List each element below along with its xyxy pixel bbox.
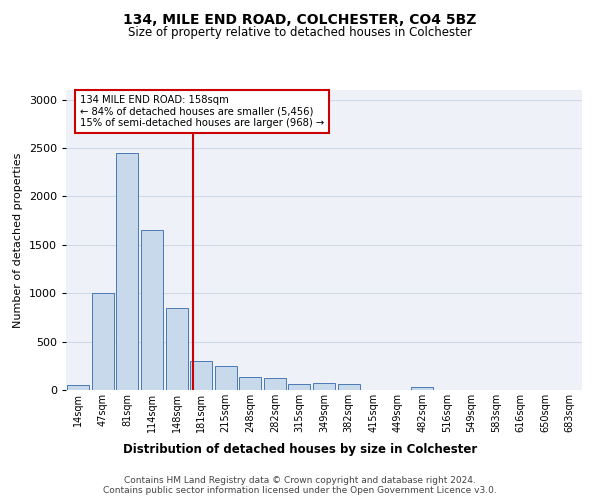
Text: Contains public sector information licensed under the Open Government Licence v3: Contains public sector information licen…: [103, 486, 497, 495]
Text: Contains HM Land Registry data © Crown copyright and database right 2024.: Contains HM Land Registry data © Crown c…: [124, 476, 476, 485]
Bar: [215, 366, 237, 390]
Text: Size of property relative to detached houses in Colchester: Size of property relative to detached ho…: [128, 26, 472, 39]
Bar: [141, 230, 163, 390]
Bar: [264, 378, 286, 390]
Bar: [116, 153, 139, 390]
Bar: [67, 385, 89, 390]
Text: 134, MILE END ROAD, COLCHESTER, CO4 5BZ: 134, MILE END ROAD, COLCHESTER, CO4 5BZ: [124, 12, 476, 26]
Bar: [411, 387, 433, 390]
Bar: [338, 384, 359, 390]
Bar: [166, 308, 188, 390]
Y-axis label: Number of detached properties: Number of detached properties: [13, 152, 23, 328]
Bar: [190, 361, 212, 390]
Bar: [313, 383, 335, 390]
Text: 134 MILE END ROAD: 158sqm
← 84% of detached houses are smaller (5,456)
15% of se: 134 MILE END ROAD: 158sqm ← 84% of detac…: [80, 95, 324, 128]
Text: Distribution of detached houses by size in Colchester: Distribution of detached houses by size …: [123, 442, 477, 456]
Bar: [92, 293, 114, 390]
Bar: [239, 378, 262, 390]
Bar: [289, 384, 310, 390]
